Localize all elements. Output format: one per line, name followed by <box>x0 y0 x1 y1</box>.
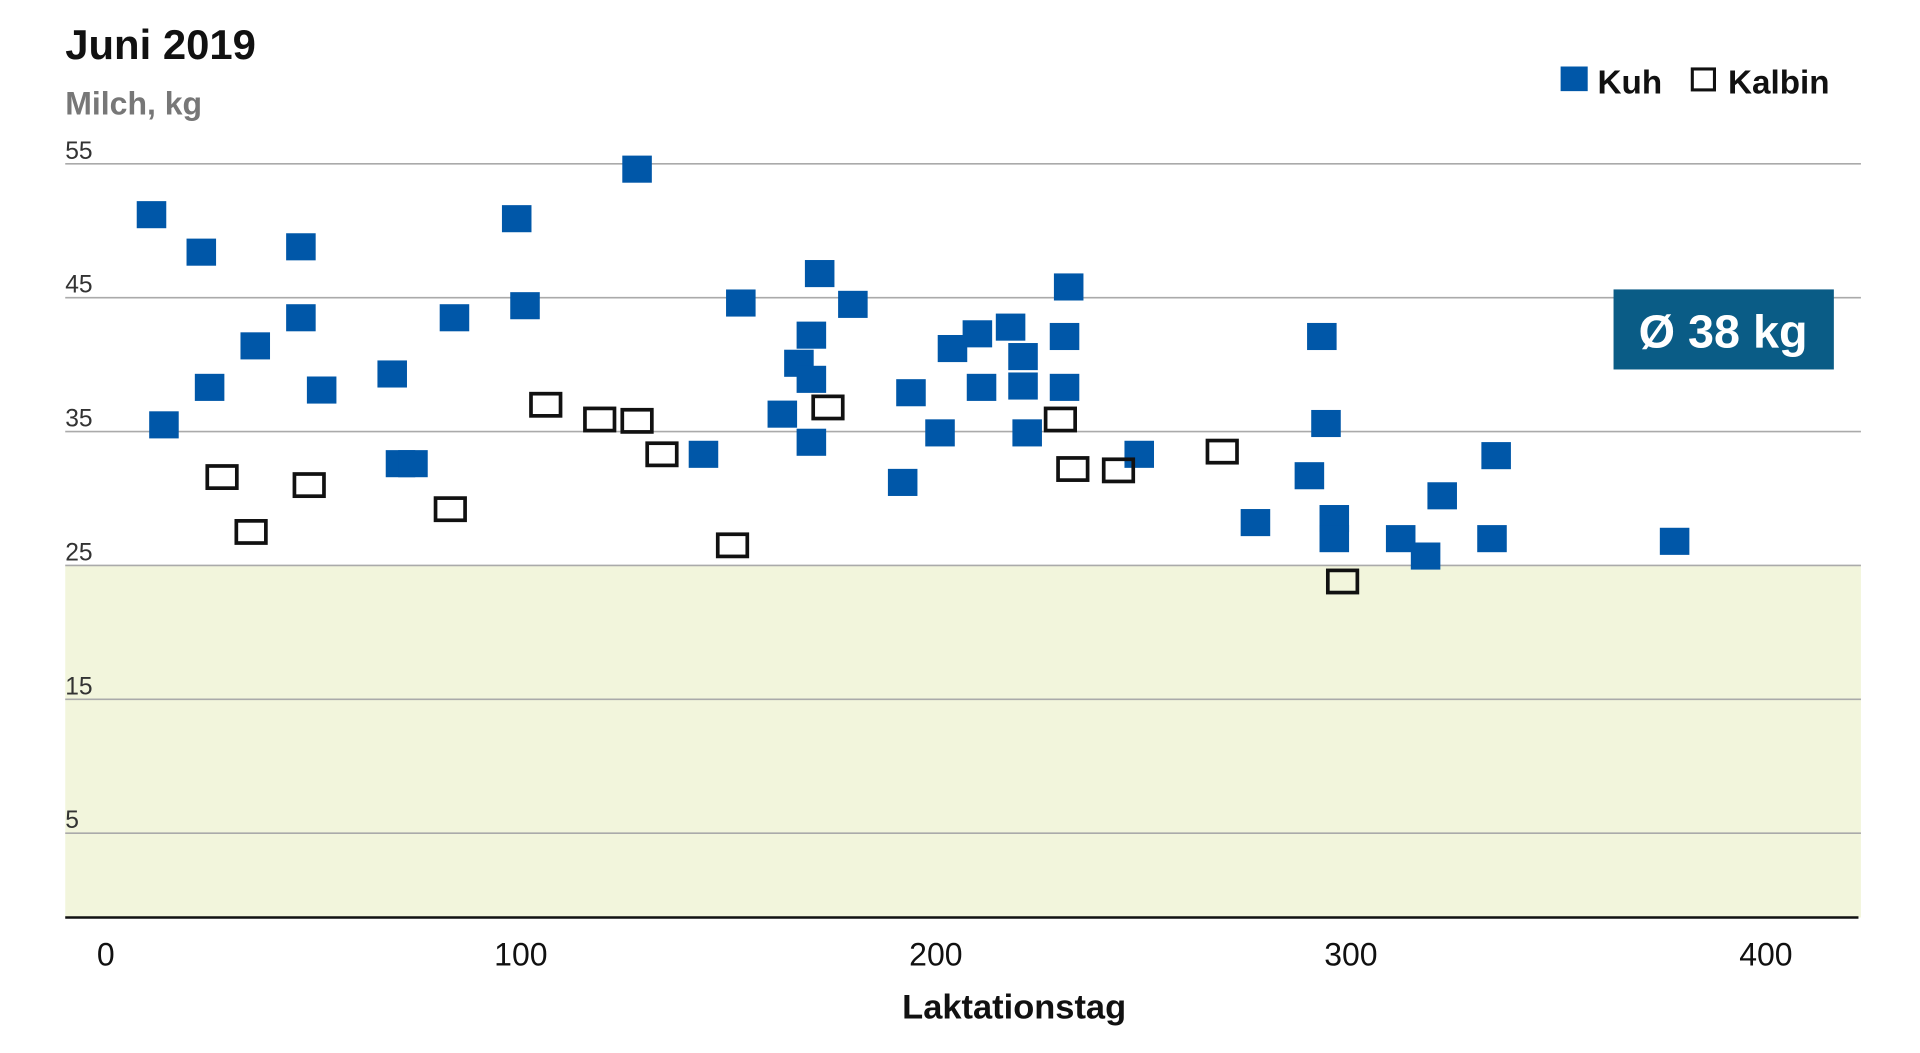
point-kalbin <box>1056 456 1090 482</box>
point-kuh <box>1311 409 1341 438</box>
point-kuh <box>398 450 428 478</box>
point-kuh <box>136 201 167 229</box>
chart-title: Juni 2019 <box>65 21 256 68</box>
legend: Kuh Kalbin <box>1560 65 1830 102</box>
point-kuh <box>962 320 993 348</box>
point-kalbin <box>811 394 845 421</box>
point-kuh <box>439 304 470 332</box>
point-kalbin <box>1101 457 1136 484</box>
x-axis-label: Laktationstag <box>902 989 1126 1027</box>
point-kalbin <box>1205 438 1239 465</box>
point-kalbin <box>715 532 750 559</box>
legend-kuh-label: Kuh <box>1598 65 1663 102</box>
x-tick-label: 200 <box>909 937 962 973</box>
y-tick-label: 35 <box>65 406 92 433</box>
x-tick-label: 100 <box>494 937 547 973</box>
point-kuh <box>1427 482 1457 510</box>
point-kuh <box>887 468 918 496</box>
point-kuh <box>726 289 756 317</box>
point-kalbin <box>234 519 268 545</box>
point-kuh <box>688 440 719 468</box>
point-kuh <box>838 290 868 318</box>
point-kuh <box>1477 525 1507 553</box>
x-tick-label: 0 <box>97 937 115 973</box>
point-kuh <box>966 373 997 401</box>
point-kuh <box>1319 525 1350 553</box>
point-kuh <box>1659 527 1690 555</box>
point-kuh <box>286 304 316 332</box>
point-kuh <box>937 334 968 363</box>
point-kuh <box>186 238 217 266</box>
point-kalbin <box>645 441 679 468</box>
point-kuh <box>622 155 652 183</box>
point-kuh <box>286 233 316 261</box>
point-kalbin <box>292 472 326 499</box>
point-kalbin <box>205 464 239 490</box>
y-axis-label: Milch, kg <box>65 86 202 122</box>
point-kuh <box>1008 372 1038 400</box>
point-kuh <box>1053 273 1084 301</box>
point-kuh <box>1008 343 1038 371</box>
point-kuh <box>377 360 407 388</box>
point-kuh <box>149 411 179 439</box>
shaded-region <box>65 565 1861 918</box>
point-kuh <box>1294 462 1325 490</box>
average-annotation: Ø 38 kg <box>1613 289 1834 370</box>
y-tick-label: 15 <box>65 673 92 700</box>
point-kuh <box>1049 322 1080 351</box>
point-kalbin <box>433 496 467 523</box>
point-kuh <box>925 419 955 447</box>
y-tick-label: 5 <box>65 807 79 834</box>
point-kuh <box>1012 419 1042 447</box>
point-kuh <box>501 205 532 233</box>
point-kalbin <box>620 407 654 434</box>
point-kuh <box>767 400 798 428</box>
point-kuh <box>796 321 827 349</box>
point-kalbin <box>529 391 563 418</box>
point-kuh <box>1049 373 1080 401</box>
legend-kalbin-marker <box>1690 67 1716 92</box>
point-kuh <box>1481 442 1511 470</box>
point-kuh <box>1240 509 1271 537</box>
x-tick-label: 300 <box>1324 937 1377 973</box>
point-kuh <box>804 260 835 288</box>
point-kuh <box>194 373 225 401</box>
point-kalbin <box>1043 406 1077 433</box>
point-kuh <box>796 428 827 456</box>
legend-kuh-marker <box>1560 66 1588 92</box>
point-kuh <box>1307 322 1337 351</box>
legend-kalbin-label: Kalbin <box>1728 65 1830 102</box>
point-kalbin <box>583 406 617 433</box>
point-kuh <box>240 332 271 360</box>
point-kuh <box>1410 542 1441 570</box>
point-kuh <box>796 365 827 393</box>
point-kuh <box>510 292 540 320</box>
point-kuh <box>1124 440 1155 468</box>
average-label: Ø 38 kg <box>1639 305 1808 357</box>
point-kuh <box>995 313 1026 341</box>
y-tick-label: 55 <box>65 138 92 165</box>
point-kuh <box>306 376 337 404</box>
y-tick-label: 45 <box>65 272 92 299</box>
x-tick-label: 400 <box>1739 937 1792 973</box>
point-kalbin <box>1325 568 1360 595</box>
point-kuh <box>1385 525 1416 553</box>
y-tick-label: 25 <box>65 539 92 566</box>
point-kuh <box>896 379 926 407</box>
